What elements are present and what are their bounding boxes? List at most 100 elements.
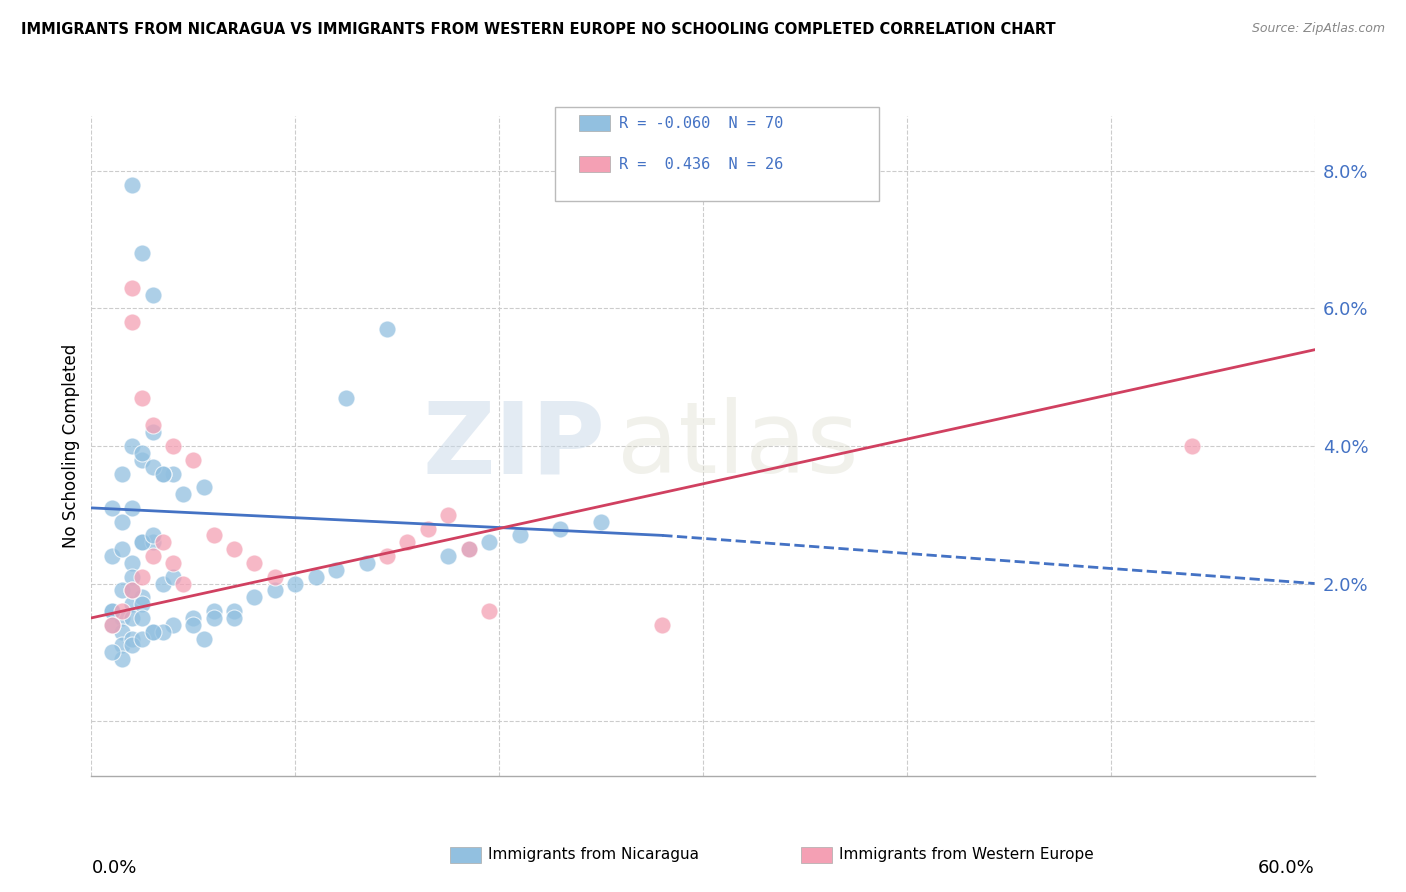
Point <box>141 528 163 542</box>
Point <box>121 583 143 598</box>
Point <box>141 624 163 639</box>
Point <box>111 611 134 625</box>
Point <box>162 439 184 453</box>
Point <box>162 556 184 570</box>
Point <box>131 591 153 605</box>
Point <box>131 391 153 405</box>
Point <box>141 535 163 549</box>
Point <box>202 611 225 625</box>
Point <box>162 467 184 481</box>
Point <box>478 535 501 549</box>
Text: 0.0%: 0.0% <box>91 858 136 877</box>
Point <box>550 521 572 535</box>
Point <box>121 583 143 598</box>
Point <box>131 535 153 549</box>
Point <box>152 467 174 481</box>
Point <box>131 632 153 646</box>
Point <box>335 391 357 405</box>
Point <box>111 467 134 481</box>
Point <box>131 569 153 583</box>
Point <box>101 645 124 659</box>
Point <box>264 583 287 598</box>
Point <box>222 542 246 557</box>
Point <box>101 604 124 618</box>
Point <box>375 322 398 336</box>
Point <box>264 569 287 583</box>
Point <box>111 583 134 598</box>
Point <box>111 542 134 557</box>
Point <box>141 549 163 563</box>
Text: R =  0.436  N = 26: R = 0.436 N = 26 <box>619 157 783 171</box>
Point <box>121 597 143 611</box>
Point <box>193 480 215 494</box>
Point <box>356 556 378 570</box>
Text: Immigrants from Nicaragua: Immigrants from Nicaragua <box>488 847 699 862</box>
Point <box>131 446 153 460</box>
Text: IMMIGRANTS FROM NICARAGUA VS IMMIGRANTS FROM WESTERN EUROPE NO SCHOOLING COMPLET: IMMIGRANTS FROM NICARAGUA VS IMMIGRANTS … <box>21 22 1056 37</box>
Point <box>111 652 134 666</box>
Point <box>121 281 143 295</box>
Point <box>131 611 153 625</box>
Point <box>591 515 613 529</box>
Point <box>121 500 143 515</box>
Point <box>141 425 163 440</box>
Point <box>416 521 439 535</box>
Point <box>101 500 124 515</box>
Point <box>141 459 163 474</box>
Point <box>121 315 143 329</box>
Point <box>121 611 143 625</box>
Point <box>325 563 347 577</box>
Point <box>437 549 460 563</box>
Point <box>162 569 184 583</box>
Point <box>131 452 153 467</box>
Point <box>202 604 225 618</box>
Y-axis label: No Schooling Completed: No Schooling Completed <box>62 344 80 548</box>
Point <box>222 611 246 625</box>
Point <box>131 597 153 611</box>
Point <box>183 452 205 467</box>
Point <box>152 624 174 639</box>
Point <box>121 569 143 583</box>
Point <box>222 604 246 618</box>
Point <box>509 528 531 542</box>
Point <box>193 632 215 646</box>
Point <box>111 515 134 529</box>
Point <box>437 508 460 522</box>
Text: Immigrants from Western Europe: Immigrants from Western Europe <box>839 847 1094 862</box>
Point <box>152 467 174 481</box>
Point <box>121 439 143 453</box>
Point <box>111 624 134 639</box>
Text: Source: ZipAtlas.com: Source: ZipAtlas.com <box>1251 22 1385 36</box>
Point <box>141 624 163 639</box>
Point <box>457 542 479 557</box>
Text: ZIP: ZIP <box>422 398 605 494</box>
Point <box>396 535 419 549</box>
Point <box>121 178 143 192</box>
Point <box>111 604 134 618</box>
Text: R = -0.060  N = 70: R = -0.060 N = 70 <box>619 116 783 130</box>
Point <box>121 556 143 570</box>
Point <box>152 535 174 549</box>
Point <box>457 542 479 557</box>
Point <box>141 287 163 301</box>
Point <box>121 632 143 646</box>
Point <box>304 569 326 583</box>
Point <box>284 576 307 591</box>
Point <box>101 549 124 563</box>
Point <box>478 604 501 618</box>
Point <box>183 611 205 625</box>
Point <box>172 487 194 501</box>
Point <box>101 617 124 632</box>
Point <box>101 617 124 632</box>
Point <box>243 556 266 570</box>
Point <box>162 617 184 632</box>
Point <box>141 418 163 433</box>
Point <box>121 639 143 653</box>
Point <box>111 639 134 653</box>
Point <box>152 576 174 591</box>
Point <box>202 528 225 542</box>
Point <box>101 604 124 618</box>
Point <box>243 591 266 605</box>
Point <box>131 246 153 260</box>
Point <box>172 576 194 591</box>
